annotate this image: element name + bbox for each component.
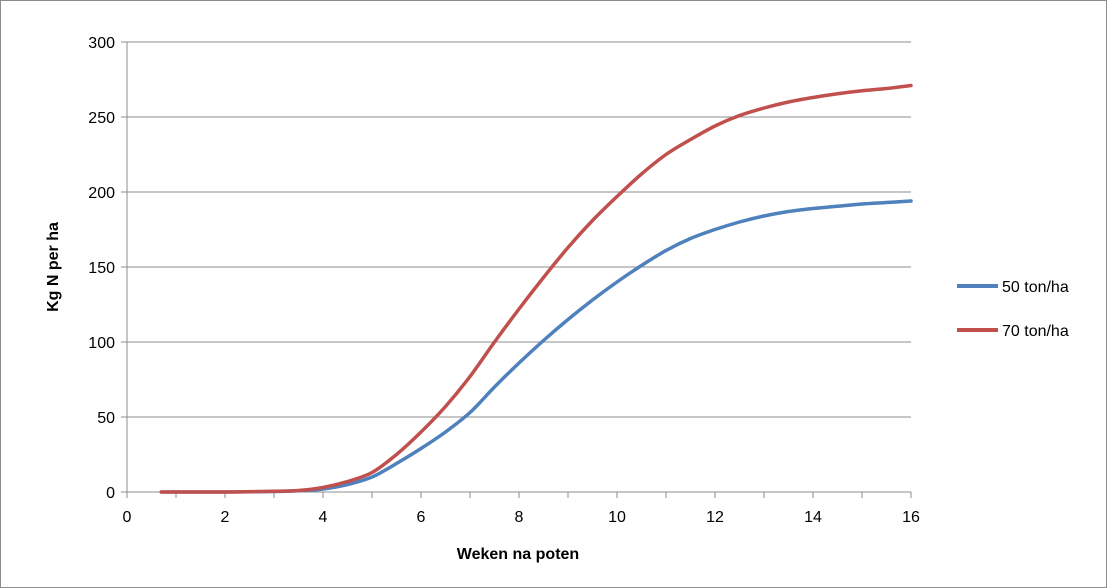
series-lines bbox=[159, 83, 913, 494]
y-tick-label: 200 bbox=[88, 185, 115, 202]
series-line-1 bbox=[159, 83, 913, 494]
legend-label-50-ton: 50 ton/ha bbox=[1002, 279, 1069, 296]
axes bbox=[126, 42, 912, 498]
x-tick-label: 4 bbox=[319, 509, 328, 526]
x-tick-label: 12 bbox=[706, 509, 724, 526]
series-line-0 bbox=[159, 199, 913, 494]
x-tick-label: 6 bbox=[417, 509, 426, 526]
y-tick-label: 100 bbox=[88, 335, 115, 352]
y-tick-label: 300 bbox=[88, 35, 115, 52]
x-tick-label: 2 bbox=[221, 509, 230, 526]
y-tick-label: 150 bbox=[88, 260, 115, 277]
legend: 50 ton/ha 70 ton/ha bbox=[957, 279, 1069, 340]
x-tick-label: 10 bbox=[608, 509, 626, 526]
x-axis-title: Weken na poten bbox=[457, 546, 579, 563]
gridlines bbox=[121, 41, 911, 493]
x-tick-label: 14 bbox=[804, 509, 822, 526]
legend-label-70-ton: 70 ton/ha bbox=[1002, 323, 1069, 340]
x-tick-label: 16 bbox=[902, 509, 920, 526]
x-tick-label: 0 bbox=[123, 509, 132, 526]
y-axis-title: Kg N per ha bbox=[45, 222, 62, 312]
x-tick-label: 8 bbox=[515, 509, 524, 526]
y-tick-label: 250 bbox=[88, 110, 115, 127]
y-tick-labels: 0 50 100 150 200 250 300 bbox=[88, 35, 115, 502]
y-tick-label: 0 bbox=[106, 485, 115, 502]
x-tick-labels: 0 2 4 6 8 10 12 14 16 bbox=[123, 509, 920, 526]
y-tick-label: 50 bbox=[97, 410, 115, 427]
